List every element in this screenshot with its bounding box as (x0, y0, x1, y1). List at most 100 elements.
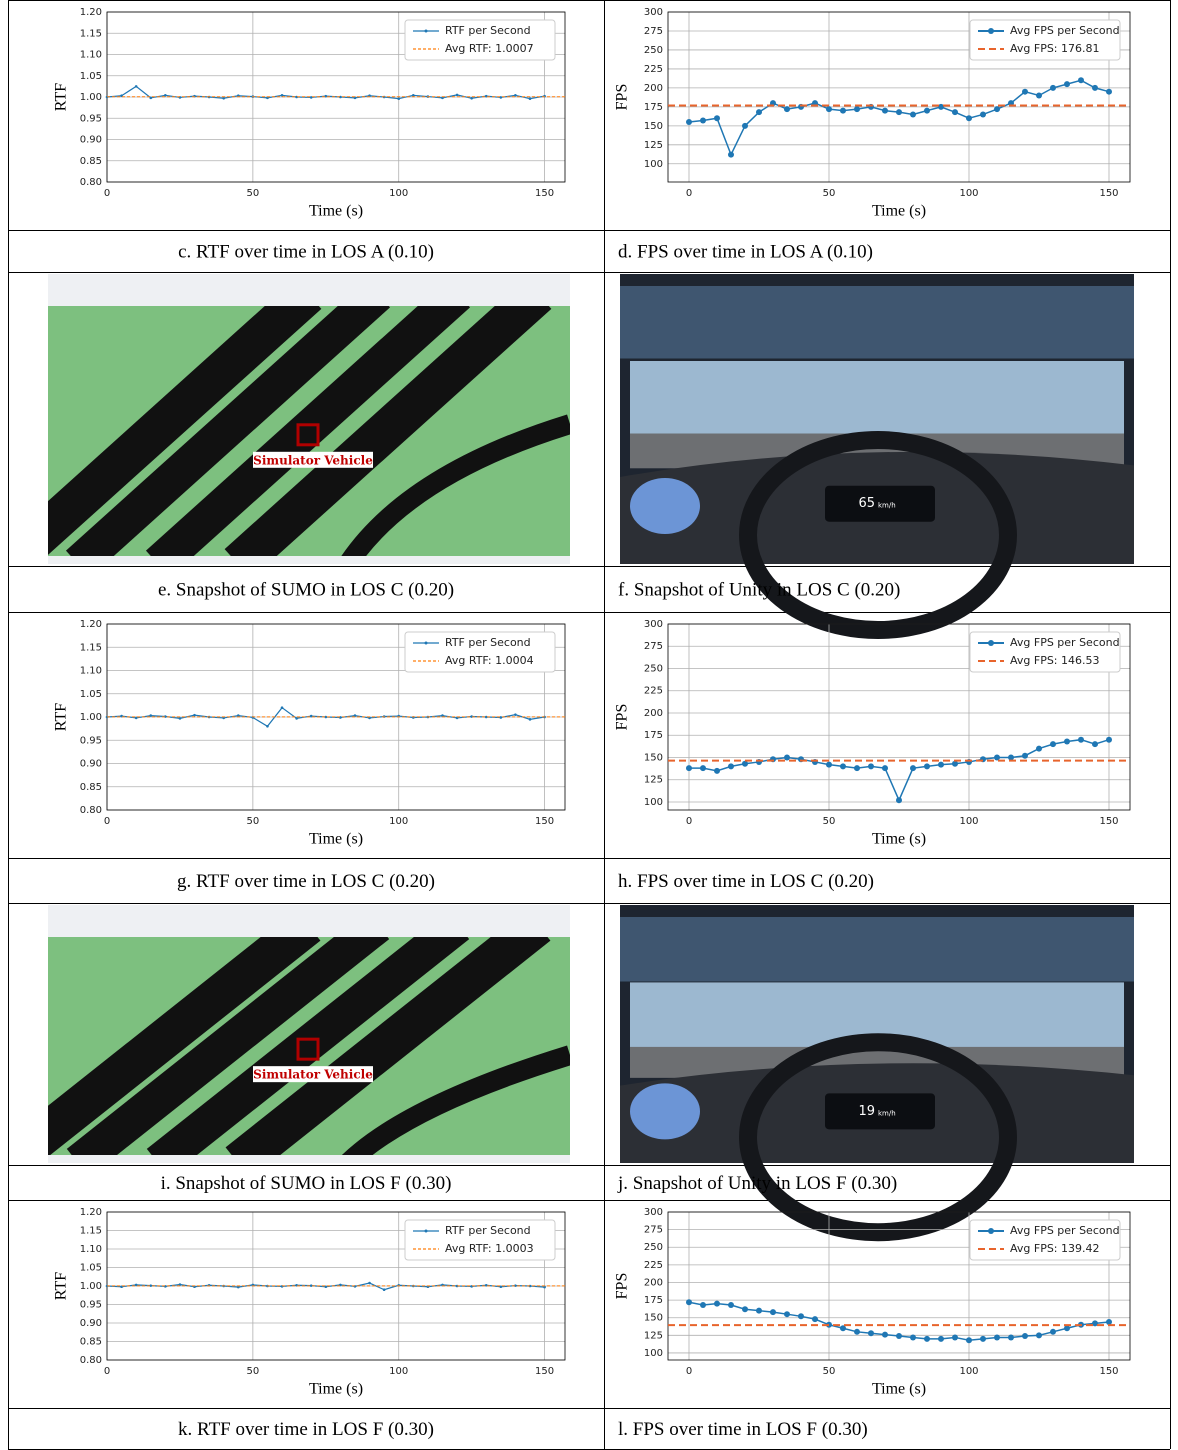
x-tick-label: 100 (959, 1366, 978, 1377)
data-point (309, 714, 313, 718)
data-point (728, 151, 734, 158)
vehicle-highlight (296, 1037, 320, 1061)
data-point (784, 106, 790, 113)
y-tick-label: 100 (644, 1348, 663, 1359)
data-point (742, 760, 748, 767)
data-point (868, 1330, 874, 1337)
data-point (1106, 1318, 1112, 1325)
roof (620, 917, 1134, 982)
data-point (368, 1281, 371, 1285)
data-point (924, 763, 930, 770)
data-point (1008, 1334, 1014, 1341)
data-point (770, 1309, 776, 1316)
y-tick-label: 0.85 (80, 782, 102, 793)
y-tick-label: 1.15 (80, 1226, 102, 1237)
y-tick-label: 275 (644, 1225, 663, 1236)
legend-label: Avg FPS per Second (1010, 1224, 1120, 1237)
data-point (812, 1316, 818, 1323)
data-point (134, 716, 138, 720)
legend-marker (424, 641, 428, 645)
data-point (700, 765, 706, 772)
y-tick-label: 300 (644, 7, 663, 18)
data-point (1022, 752, 1028, 759)
legend-marker (988, 640, 994, 646)
speed-unit: km/h (878, 502, 896, 510)
x-axis-label: Time (s) (872, 831, 926, 848)
data-point (222, 96, 225, 100)
x-tick-label: 50 (823, 816, 836, 827)
series-line (689, 738, 1110, 803)
x-tick-label: 150 (535, 816, 554, 827)
x-tick-label: 150 (535, 188, 554, 199)
data-point (1050, 84, 1056, 91)
x-tick-label: 0 (686, 1366, 692, 1377)
y-tick-label: 1.00 (80, 1281, 102, 1292)
data-point (528, 97, 532, 100)
legend-box (969, 19, 1121, 61)
legend-marker (424, 1229, 428, 1233)
data-point (966, 115, 972, 122)
data-point (236, 714, 240, 717)
data-point (134, 85, 138, 88)
y-tick-label: 0.90 (80, 1318, 102, 1329)
speed: 19 (858, 1104, 875, 1119)
roads (48, 937, 570, 1155)
data-point (728, 763, 734, 770)
x-tick-label: 0 (686, 816, 692, 827)
x-tick-label: 150 (1099, 188, 1118, 199)
sumo-toolbar (48, 274, 570, 306)
data-point (164, 94, 167, 97)
data-point (484, 1283, 488, 1287)
y-tick-label: 175 (644, 102, 663, 113)
y-tick-label: 300 (644, 1207, 663, 1218)
data-point (134, 1283, 138, 1287)
y-axis-label: FPS (614, 84, 631, 111)
data-point (756, 109, 762, 116)
data-point (994, 106, 1000, 113)
y-tick-label: 1.20 (80, 619, 102, 630)
data-point (484, 94, 488, 98)
speed: 65 (858, 496, 875, 511)
data-point (149, 96, 153, 100)
y-tick-label: 150 (644, 121, 663, 132)
caption: e. Snapshot of SUMO in LOS C (0.20) (158, 579, 454, 600)
y-tick-label: 0.80 (80, 177, 102, 188)
data-point (499, 96, 503, 99)
legend-label: Avg RTF: 1.0003 (445, 1242, 534, 1255)
data-point (1064, 738, 1070, 745)
snapshot: 19 km/h (620, 905, 1134, 1242)
x-tick-label: 0 (104, 188, 110, 199)
data-point (280, 94, 284, 97)
x-axis-label: Time (s) (309, 1381, 363, 1398)
road (341, 414, 570, 556)
data-point (1036, 1332, 1042, 1339)
data-point (412, 94, 415, 97)
y-tick-label: 0.95 (80, 113, 102, 124)
y-tick-label: 225 (644, 686, 663, 697)
road (224, 306, 552, 556)
data-point (178, 1283, 182, 1286)
data-point (728, 1302, 734, 1309)
data-point (484, 715, 488, 719)
data-point (910, 765, 916, 772)
y-tick-label: 200 (644, 83, 663, 94)
legend-marker (988, 1228, 994, 1234)
data-point (882, 107, 888, 114)
data-point (882, 1331, 888, 1338)
legend-box (404, 19, 556, 61)
caption: d. FPS over time in LOS A (0.10) (618, 241, 873, 262)
data-point (854, 1328, 860, 1335)
data-point (980, 1335, 986, 1342)
data-point (514, 94, 517, 97)
legend-label: RTF per Second (445, 24, 531, 37)
data-point (1064, 81, 1070, 88)
mirror (630, 478, 700, 534)
data-point (994, 1334, 1000, 1341)
legend-label: Avg FPS: 176.81 (1010, 42, 1100, 55)
data-point (938, 103, 944, 110)
y-axis-label: RTF (53, 83, 70, 111)
y-tick-label: 100 (644, 159, 663, 170)
data-point (714, 1300, 720, 1307)
x-tick-label: 100 (959, 816, 978, 827)
data-point (1106, 736, 1112, 743)
